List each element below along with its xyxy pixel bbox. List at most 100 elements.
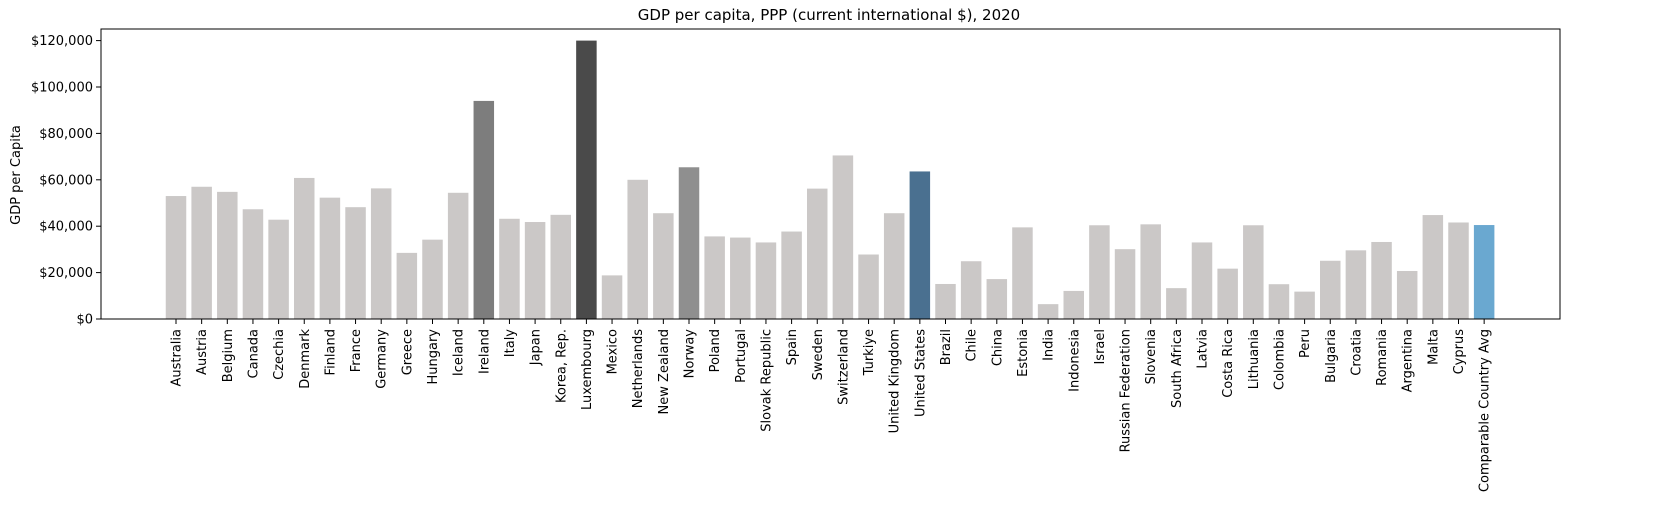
x-tick-label: Poland	[708, 329, 723, 372]
x-tick-label: Lithuania	[1247, 329, 1262, 389]
y-tick-label: $80,000	[39, 127, 93, 142]
y-tick-label: $100,000	[31, 81, 93, 96]
x-tick-label: Indonesia	[1067, 329, 1082, 392]
bar-brazil	[935, 283, 956, 319]
x-tick-label: Korea, Rep.	[554, 329, 569, 403]
bar-india	[1037, 304, 1059, 319]
y-axis: $0 $20,000 $40,000 $60,000 $80,000 $100,000 $1…	[31, 34, 101, 328]
bar-poland	[704, 236, 725, 319]
bar-croatia	[1345, 250, 1367, 319]
x-tick-label: Malta	[1426, 329, 1441, 365]
bar-costa-rica	[1217, 268, 1238, 319]
x-tick-label: France	[349, 329, 364, 372]
bar-austria	[191, 186, 212, 319]
x-tick-label: Italy	[503, 329, 518, 358]
x-tick-label: Argentina	[1401, 329, 1416, 392]
x-tick-label: Slovenia	[1144, 329, 1159, 384]
bar-iceland	[447, 192, 469, 319]
bar-turkiye	[858, 254, 879, 319]
bar-united-kingdom	[883, 213, 905, 319]
y-tick-label: $60,000	[39, 173, 93, 188]
y-tick-label: $120,000	[31, 34, 93, 49]
plot-frame	[100, 28, 1561, 320]
bar-greece	[396, 252, 418, 319]
x-tick-label: Denmark	[298, 329, 313, 389]
bar-bulgaria	[1320, 260, 1341, 319]
x-tick-label: Cyprus	[1452, 329, 1467, 375]
bar-italy	[499, 218, 520, 319]
bar-united-states	[909, 171, 931, 319]
x-tick-label: Slovak Republic	[759, 329, 774, 432]
bar-china	[986, 279, 1008, 319]
x-tick-label: Croatia	[1349, 329, 1364, 376]
x-tick-label: New Zealand	[657, 329, 672, 414]
x-tick-label: Belgium	[221, 329, 236, 382]
bar-chile	[960, 261, 982, 319]
bar-netherlands	[627, 179, 648, 319]
bar-russian-federation	[1114, 249, 1136, 319]
x-tick-label: Israel	[1093, 329, 1108, 365]
bar-latvia	[1191, 242, 1213, 319]
x-tick-label: Australia	[170, 329, 185, 387]
x-tick-label: Portugal	[734, 329, 749, 383]
x-tick-label: United States	[913, 329, 928, 417]
x-tick-label: Canada	[246, 329, 261, 378]
x-tick-label: Norway	[683, 329, 698, 379]
bar-comparable-country-avg	[1473, 225, 1495, 319]
x-tick-label: Iceland	[452, 329, 467, 376]
bar-argentina	[1396, 270, 1418, 319]
x-tick-label: Austria	[195, 329, 210, 375]
bar-luxembourg	[576, 40, 597, 319]
x-tick-label: Ireland	[477, 329, 492, 374]
bar-sweden	[807, 188, 828, 319]
x-tick-label: Estonia	[1016, 329, 1031, 377]
bar-mexico	[601, 275, 623, 319]
x-tick-label: Costa Rica	[1221, 329, 1236, 398]
bar-slovak-republic	[755, 242, 777, 319]
bar-korea-rep-	[550, 214, 571, 319]
bar-israel	[1089, 225, 1110, 319]
x-tick-label: Mexico	[606, 329, 621, 374]
x-tick-label: United Kingdom	[888, 329, 903, 433]
x-tick-label: Spain	[785, 329, 800, 365]
bar-switzerland	[832, 155, 854, 319]
x-tick-label: Japan	[529, 329, 544, 366]
y-tick-label: $20,000	[39, 266, 93, 281]
x-tick-label: South Africa	[1170, 329, 1185, 408]
x-tick-label: Hungary	[426, 329, 441, 385]
bar-czechia	[268, 219, 289, 319]
bar-ireland	[473, 100, 495, 319]
x-tick-label: Romania	[1375, 329, 1390, 386]
bar-new-zealand	[653, 213, 674, 319]
x-tick-label: Finland	[323, 329, 338, 375]
bar-australia	[165, 196, 187, 319]
x-tick-label: Latvia	[1196, 329, 1211, 369]
x-tick-label: Turkiye	[862, 329, 877, 376]
bar-slovenia	[1140, 224, 1161, 319]
x-tick-label: Greece	[400, 329, 415, 375]
bar-indonesia	[1063, 290, 1084, 319]
bar-belgium	[217, 191, 238, 319]
x-tick-label: Czechia	[272, 329, 287, 380]
bar-denmark	[294, 177, 315, 319]
x-tick-label: Germany	[375, 329, 390, 389]
bar-peru	[1294, 291, 1315, 319]
x-tick-label: Sweden	[811, 329, 826, 380]
bar-romania	[1371, 241, 1392, 319]
x-tick-label: Netherlands	[631, 329, 646, 408]
bar-france	[345, 207, 366, 319]
y-tick-label: $40,000	[39, 220, 93, 235]
bar-japan	[524, 222, 546, 319]
bars-group	[165, 40, 1495, 319]
x-tick-label: Luxembourg	[580, 329, 595, 410]
x-tick-label: Comparable Country Avg	[1478, 329, 1493, 492]
bar-portugal	[730, 237, 751, 319]
x-tick-label: Switzerland	[836, 329, 851, 405]
x-tick-label: Peru	[1298, 329, 1313, 358]
x-tick-label: India	[1042, 329, 1057, 361]
bar-lithuania	[1243, 225, 1264, 319]
bar-cyprus	[1448, 222, 1469, 319]
bar-finland	[319, 197, 341, 319]
x-tick-label: Chile	[965, 329, 980, 362]
